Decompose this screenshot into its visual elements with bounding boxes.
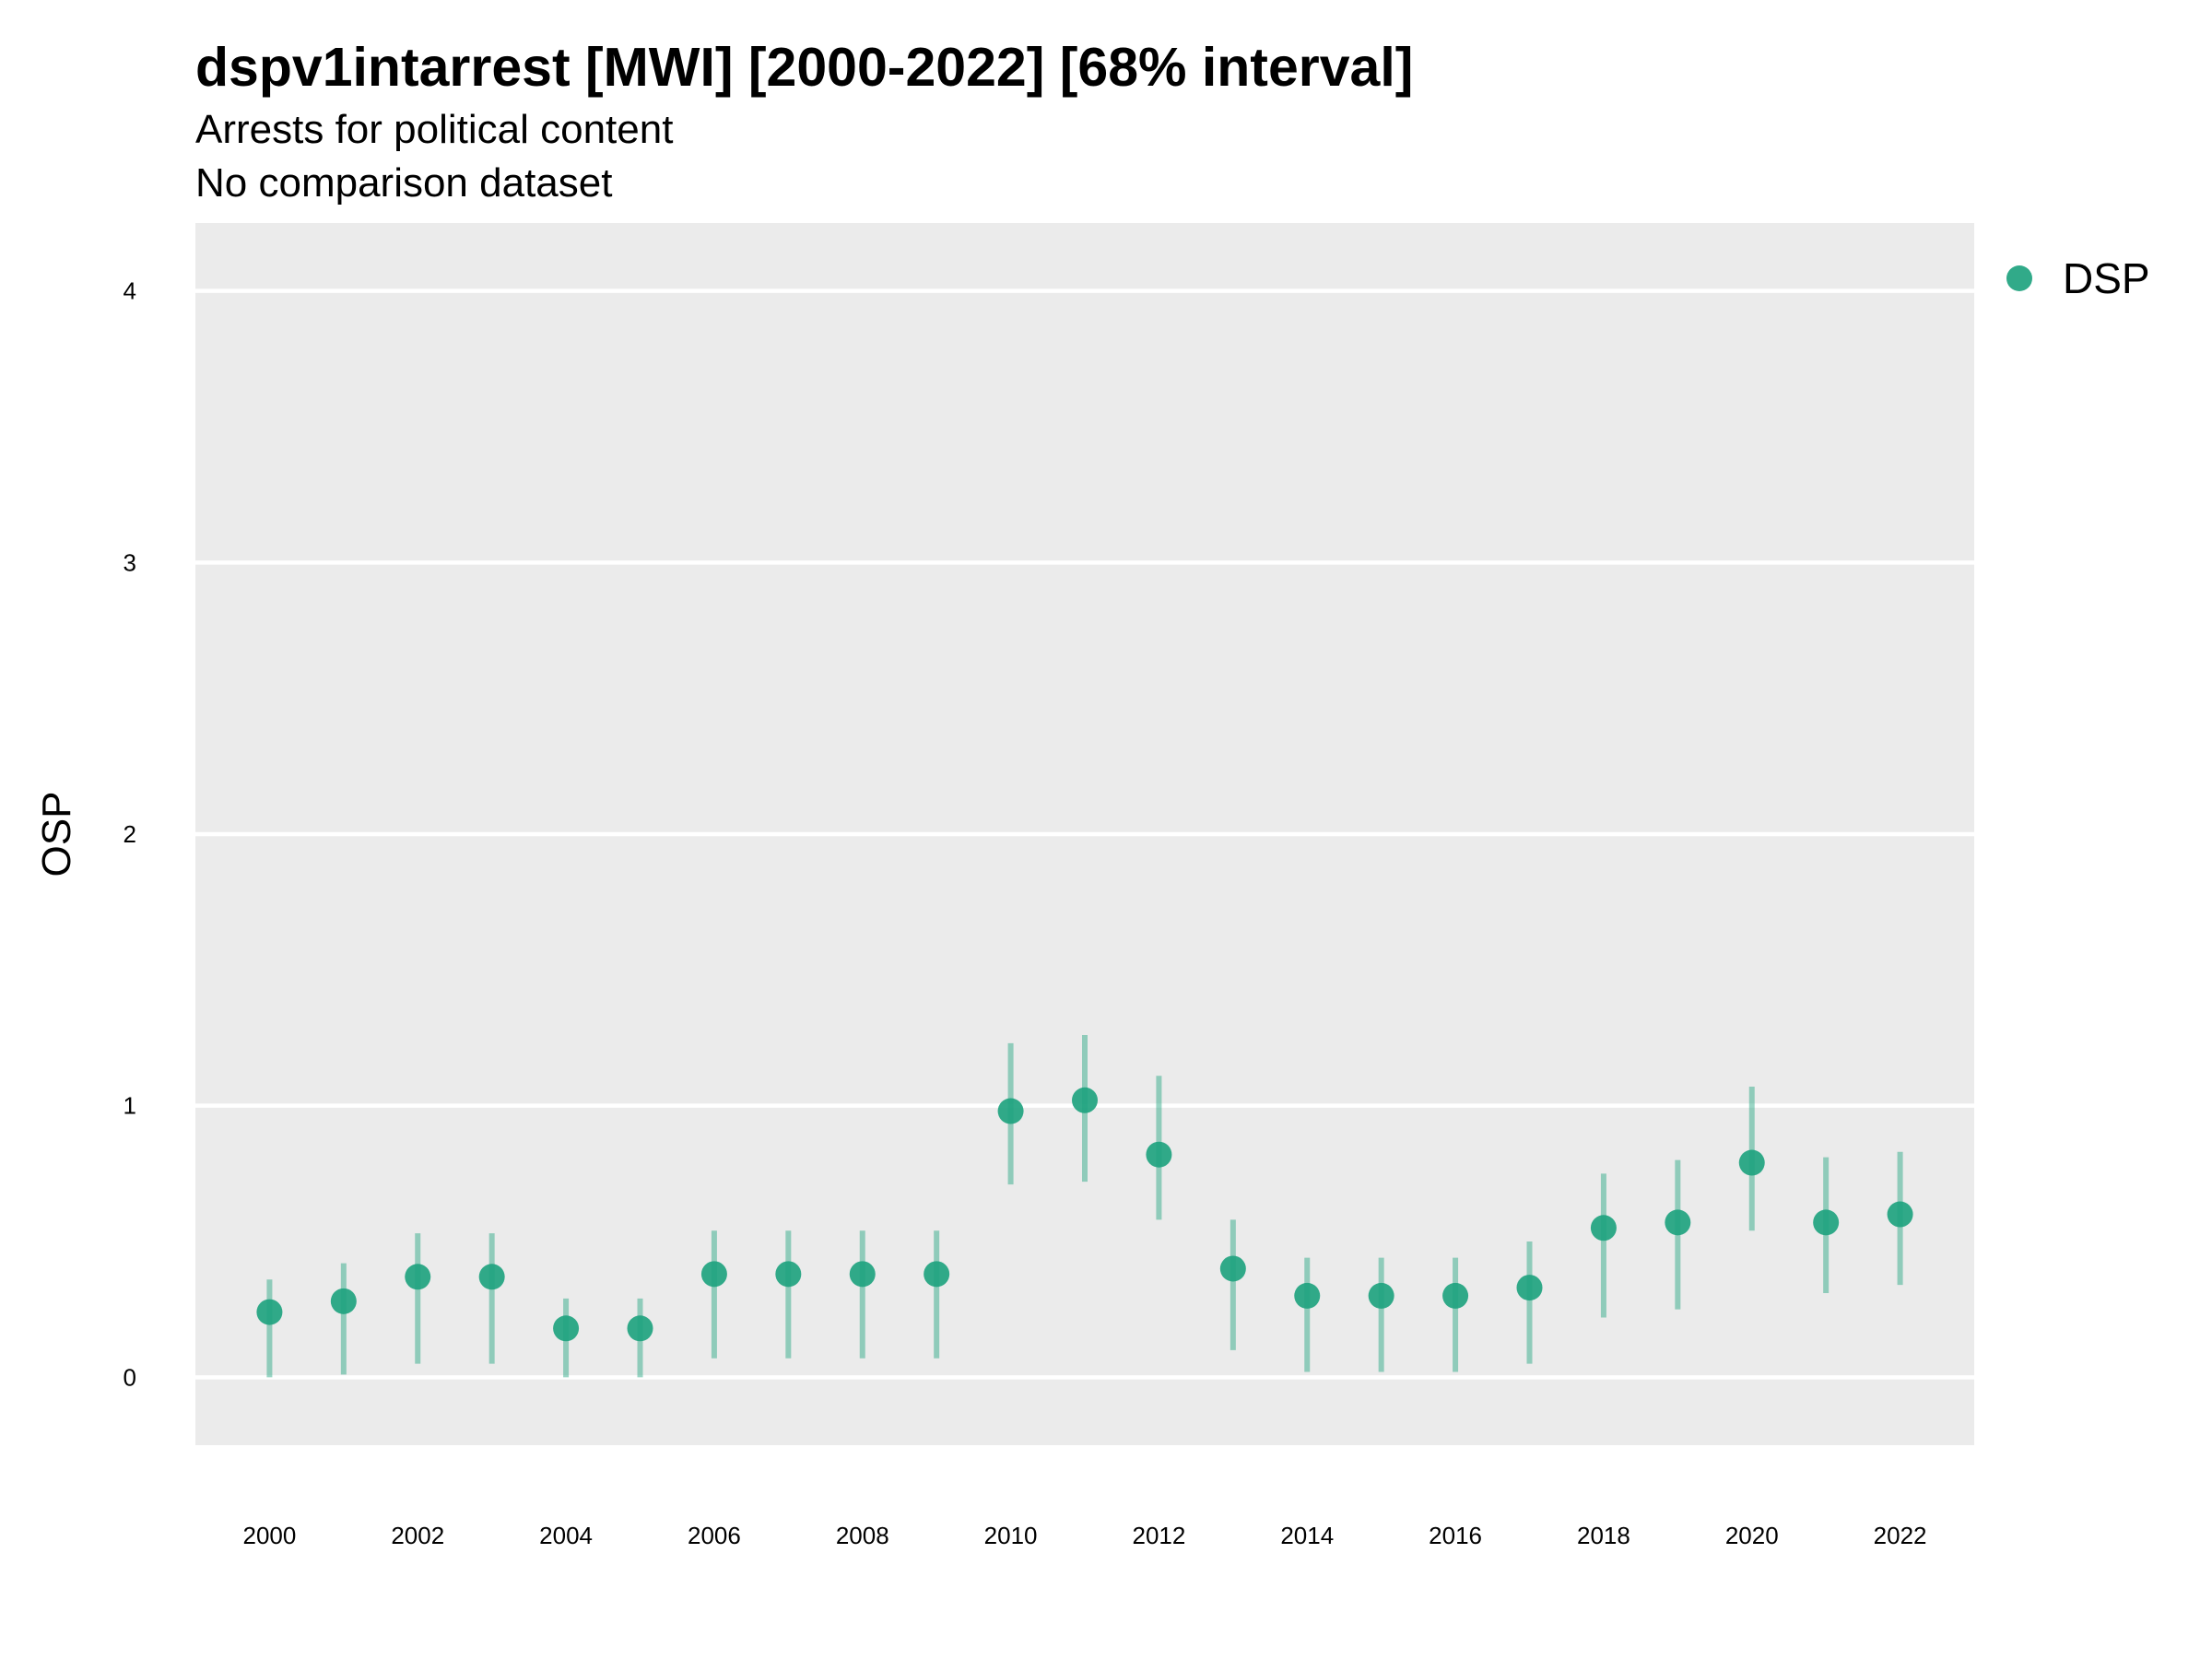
data-point — [775, 1261, 802, 1288]
x-tick-label: 2016 — [1429, 1522, 1482, 1549]
y-axis-ticks: 0 1 2 3 4 — [124, 277, 136, 1392]
x-tick-label: 2006 — [688, 1522, 741, 1549]
data-point — [1072, 1087, 1098, 1113]
data-point — [924, 1261, 950, 1288]
legend-swatch — [2006, 265, 2032, 291]
data-point — [1813, 1209, 1840, 1236]
x-tick-label: 2022 — [1874, 1522, 1927, 1549]
data-point — [553, 1315, 580, 1342]
data-point — [700, 1261, 727, 1288]
x-tick-label: 2002 — [391, 1522, 444, 1549]
y-tick-label: 2 — [124, 820, 136, 848]
x-tick-label: 2012 — [1132, 1522, 1185, 1549]
x-axis-ticks: 2000 2002 2004 2006 2008 2010 2012 2014 2016 2018… — [242, 1522, 1926, 1549]
y-tick-label: 0 — [124, 1363, 136, 1391]
data-point — [1219, 1255, 1246, 1282]
legend: DSP — [2006, 254, 2150, 302]
data-point — [1590, 1215, 1617, 1241]
legend-label: DSP — [2063, 254, 2150, 302]
data-point — [997, 1098, 1024, 1124]
data-point — [627, 1315, 653, 1342]
chart-subtitle: Arrests for political content — [195, 107, 673, 152]
data-point — [330, 1288, 357, 1314]
data-points — [256, 1087, 1913, 1342]
data-point — [256, 1299, 283, 1325]
y-axis-label: OSP — [34, 792, 79, 877]
y-tick-label: 3 — [124, 548, 136, 576]
x-tick-label: 2014 — [1280, 1522, 1334, 1549]
data-point — [1738, 1149, 1765, 1176]
data-point — [1887, 1201, 1913, 1228]
data-point — [1146, 1141, 1172, 1168]
data-point — [1442, 1282, 1469, 1309]
x-tick-label: 2010 — [984, 1522, 1038, 1549]
y-tick-label: 1 — [124, 1092, 136, 1120]
data-point — [1516, 1275, 1543, 1301]
x-tick-label: 2018 — [1577, 1522, 1630, 1549]
data-point — [849, 1261, 876, 1288]
x-tick-label: 2000 — [242, 1522, 296, 1549]
x-tick-label: 2008 — [836, 1522, 889, 1549]
data-point — [1294, 1282, 1321, 1309]
chart-subtitle-2: No comparison dataset — [195, 160, 612, 206]
data-point — [1368, 1282, 1394, 1309]
x-tick-label: 2020 — [1725, 1522, 1779, 1549]
y-tick-label: 4 — [124, 277, 136, 305]
data-point — [478, 1264, 505, 1290]
data-point — [1665, 1209, 1691, 1236]
data-point — [405, 1264, 431, 1290]
x-tick-label: 2004 — [539, 1522, 593, 1549]
chart-title: dspv1intarrest [MWI] [2000-2022] [68% in… — [195, 37, 1413, 98]
